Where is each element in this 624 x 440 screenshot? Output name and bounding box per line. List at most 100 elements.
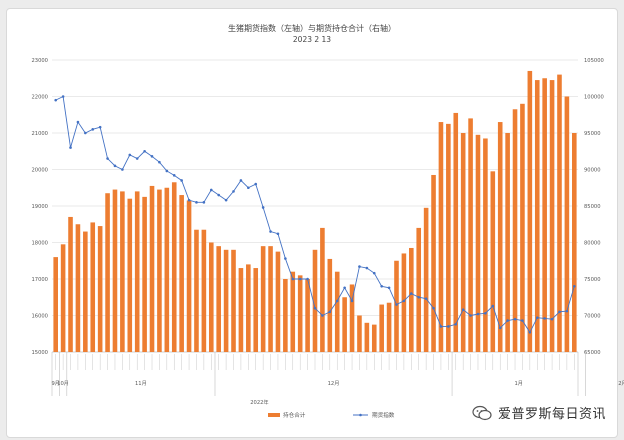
bar [542,78,547,352]
bar [453,112,459,352]
line-point [254,182,258,186]
line-point [321,314,324,317]
bar [186,200,192,352]
bar [201,229,207,352]
line-point [543,317,546,320]
line-point [143,149,146,153]
line-point [128,153,132,157]
line-point [269,230,272,233]
chart-title: 生猪期货指数（左轴）与期货持仓合计（右轴） [228,24,396,33]
bar [231,249,236,352]
bar [431,174,436,352]
right-axis-tick-label: 85000 [584,204,601,210]
bar [483,138,488,352]
line-point [484,312,487,315]
left-axis-tick-label: 19000 [31,204,48,210]
bar [534,80,540,352]
month-label: 11月 [135,380,147,387]
line-point [232,190,235,193]
left-axis-tick-label: 18000 [31,241,48,247]
bar [120,191,125,352]
line-point [572,285,576,288]
line-point [98,125,102,129]
legend-marker-line [359,413,362,417]
line-point [91,128,95,131]
line-point [350,299,354,303]
bar [127,198,133,352]
line-point [291,277,295,281]
legend-label-bars: 持仓合计 [283,411,306,419]
wechat-icon [472,405,492,420]
month-label: 12月 [328,380,340,387]
bar [571,133,577,352]
line-point [439,325,443,328]
line-point [313,306,317,310]
bar [253,268,259,352]
bar [134,191,140,352]
bar [216,246,221,352]
line-point [195,201,198,204]
left-axis-tick-label: 23000 [31,58,48,64]
bar [179,195,184,352]
right-axis-tick-label: 105000 [584,58,604,64]
bar [334,271,340,352]
right-axis-tick-label: 65000 [584,350,601,356]
bar [512,109,518,353]
month-label: 2月 [618,380,624,387]
bar [297,275,303,352]
legend-swatch-bars [268,413,280,417]
line-point [69,146,72,149]
line-point [565,309,569,313]
bar [468,118,473,353]
bar [223,249,229,352]
line-point [239,179,243,182]
line-point [284,257,287,260]
bar [75,224,81,352]
right-axis-tick-label: 95000 [584,131,601,137]
bar [260,246,266,352]
line-point [380,285,383,288]
line-point [106,157,109,160]
chart-subtitle: 2023 2 13 [292,35,332,44]
right-axis-tick-label: 75000 [584,277,601,283]
left-axis-tick-label: 20000 [31,168,48,174]
line-point [135,157,139,160]
left-axis-tick-label: 15000 [31,350,48,356]
line-point [506,319,509,322]
bar [497,122,503,352]
line-point [447,325,450,328]
bar [208,242,214,352]
line-point [209,188,213,192]
line-point [158,160,161,164]
bar [416,227,422,352]
bar [83,231,88,352]
legend-label-line: 期货指数 [372,411,395,419]
bar [246,264,251,352]
left-axis-tick-label: 16000 [31,314,48,320]
bar [460,133,466,352]
bar [275,251,281,352]
bar [379,304,384,352]
line-point [335,299,339,303]
right-axis-tick-label: 100000 [584,95,604,101]
bar [60,244,66,352]
line-point [76,120,80,124]
month-label: 9月 [51,380,60,387]
bar [371,324,377,352]
line-point [417,295,421,299]
left-axis-tick-label: 22000 [31,95,48,101]
bar [438,122,444,352]
month-label: 1月 [514,380,523,387]
bar [53,257,59,352]
line-point [461,308,465,311]
line-point [187,198,191,202]
line-point [298,277,302,281]
line-point [513,317,517,321]
bar [164,187,170,352]
bar [312,249,318,352]
line-point [424,297,428,301]
line-point [528,330,532,334]
line-point [328,310,332,314]
line-point [202,201,206,204]
line-point [476,312,480,316]
